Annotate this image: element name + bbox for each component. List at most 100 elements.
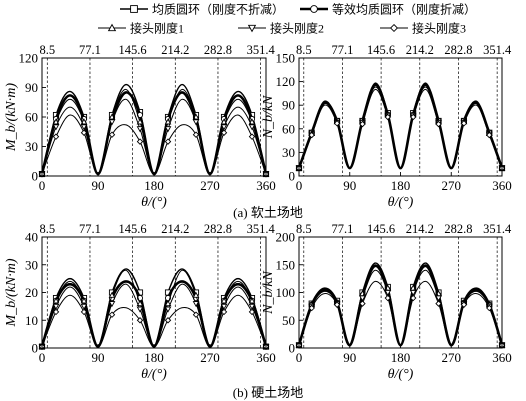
x-axis-label: θ/(°) xyxy=(388,367,414,382)
diamond-marker xyxy=(435,120,442,128)
diamond-marker xyxy=(220,129,228,136)
diamond-marker xyxy=(136,138,144,145)
series-line xyxy=(295,264,506,349)
triangle-down-marker xyxy=(384,289,392,297)
triangle-down-marker xyxy=(164,306,172,313)
caption-hard: (b) 硬土场地 xyxy=(233,385,303,400)
triangle-up-marker xyxy=(80,297,88,304)
legend-item: 接头刚度3 xyxy=(380,21,466,36)
series-path xyxy=(41,98,267,175)
triangle-down-marker xyxy=(136,126,144,133)
series-path xyxy=(298,82,503,169)
joint-angle-label: 145.6 xyxy=(367,222,395,236)
square-marker xyxy=(130,5,138,13)
x-tick-label: 90 xyxy=(92,350,105,365)
x-tick-label: 0 xyxy=(296,350,303,365)
series-line xyxy=(38,88,270,177)
diamond-marker xyxy=(308,131,315,139)
plot-frame xyxy=(41,57,267,177)
x-axis-label: θ/(°) xyxy=(141,367,167,382)
plot-frame xyxy=(41,236,267,349)
series-path xyxy=(41,294,267,348)
y-tick-label: 60 xyxy=(282,121,295,136)
legend-label: 等效均质圆环（刚度折减） xyxy=(332,2,476,17)
legend-item: 接头刚度1 xyxy=(98,21,184,36)
x-tick-label: 360 xyxy=(492,178,512,193)
series-path xyxy=(41,283,267,348)
joint-angle-label: 282.8 xyxy=(444,222,472,236)
x-tick-label: 360 xyxy=(256,350,276,365)
chart-soft-moment: 8.5 77.1 145.6 214.2 282.8 351.4 0 90 180 270 360 0… xyxy=(4,43,276,210)
legend-label: 接头刚度2 xyxy=(270,21,324,36)
diamond-marker xyxy=(192,131,200,138)
joint-angle-label: 351.4 xyxy=(247,222,276,236)
diamond-marker xyxy=(460,120,468,127)
x-tick-label: 270 xyxy=(200,178,220,193)
x-tick-label: 270 xyxy=(200,350,220,365)
joint-angle-label: 351.4 xyxy=(247,43,276,57)
triangle-up-marker xyxy=(164,300,172,307)
triangle-up-marker xyxy=(248,297,256,304)
x-tick-label: 270 xyxy=(442,350,462,365)
joint-angle-label: 214.2 xyxy=(406,222,434,236)
legend: 均质圆环（刚度不折减） 等效均质圆环（刚度折减） 接头刚度1 接头刚度2 接头刚度3 xyxy=(98,2,476,36)
joint-angle-label: 8.5 xyxy=(296,43,312,57)
y-tick-label: 30 xyxy=(25,257,38,272)
y-tick-label: 0 xyxy=(289,341,296,356)
y-axis-label: M_b/(kN·m) xyxy=(4,258,19,327)
x-tick-label: 90 xyxy=(343,178,356,193)
series-line xyxy=(38,283,270,351)
triangle-down-marker xyxy=(248,124,256,131)
diamond-marker xyxy=(384,294,392,302)
series-path xyxy=(298,86,503,169)
joint-angle-label: 77.1 xyxy=(79,222,101,236)
x-tick-label: 90 xyxy=(92,178,105,193)
chart-soft-force: 8.5 77.1 145.6 214.2 282.8 351.4 0 90 180 270 360 0… xyxy=(261,43,512,210)
legend-label: 均质圆环（刚度不折减） xyxy=(152,2,284,17)
joint-angle-label: 77.1 xyxy=(79,43,101,57)
joint-angle-label: 77.1 xyxy=(332,43,354,57)
legend-item: 均质圆环（刚度不折减） xyxy=(120,2,284,17)
y-tick-label: 120 xyxy=(19,51,39,66)
diamond-marker xyxy=(359,300,366,307)
diamond-marker xyxy=(220,308,228,316)
x-tick-label: 360 xyxy=(492,350,512,365)
triangle-up-marker xyxy=(108,291,116,298)
joint-angle-label: 214.2 xyxy=(406,43,434,57)
panels: 8.5 77.1 145.6 214.2 282.8 351.4 0 90 180 270 360 0… xyxy=(4,43,512,382)
y-tick-label: 150 xyxy=(276,257,296,272)
series-line xyxy=(38,268,270,350)
x-tick-label: 180 xyxy=(391,350,411,365)
triangle-down-marker xyxy=(220,124,228,131)
triangle-up-marker xyxy=(107,23,117,32)
diamond-marker xyxy=(486,131,493,139)
joint-angle-label: 214.2 xyxy=(161,222,189,236)
legend-item: 等效均质圆环（刚度折减） xyxy=(300,2,476,17)
diamond-marker xyxy=(248,133,256,140)
series-line xyxy=(38,280,270,350)
series-line xyxy=(38,294,270,350)
series-path xyxy=(298,262,503,346)
triangle-up-marker xyxy=(164,118,172,125)
chart-hard-moment: 8.5 77.1 145.6 214.2 282.8 351.4 0 90 180 270 360 0… xyxy=(4,222,276,382)
joint-angle-label: 8.5 xyxy=(39,222,55,236)
diamond-marker xyxy=(52,308,60,316)
y-tick-label: 0 xyxy=(32,341,39,356)
joint-angle-label: 282.8 xyxy=(204,222,232,236)
triangle-down-marker xyxy=(248,303,256,310)
y-tick-label: 0 xyxy=(32,169,39,184)
joint-angle-label: 282.8 xyxy=(204,43,232,57)
y-tick-label: 20 xyxy=(25,285,38,300)
legend-label: 接头刚度1 xyxy=(130,21,184,36)
triangle-down-marker xyxy=(80,124,88,131)
circle-marker xyxy=(310,5,318,13)
series-path xyxy=(41,268,267,348)
triangle-down-marker xyxy=(192,119,200,126)
x-tick-label: 270 xyxy=(442,178,462,193)
joint-angle-label: 145.6 xyxy=(119,222,147,236)
y-tick-label: 90 xyxy=(25,80,38,95)
joint-angle-label: 214.2 xyxy=(161,43,189,57)
triangle-down-marker xyxy=(359,295,366,302)
series-line xyxy=(38,114,270,178)
